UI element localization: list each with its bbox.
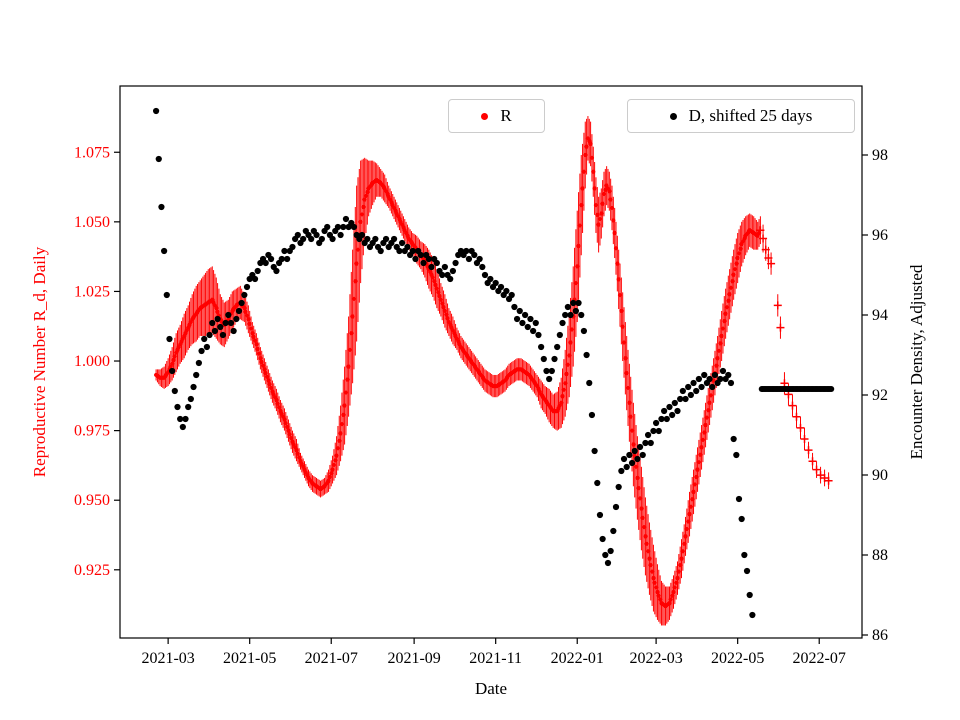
legend-box-r: R xyxy=(448,99,545,133)
svg-text:86: 86 xyxy=(872,627,888,644)
svg-text:2021-09: 2021-09 xyxy=(387,650,440,667)
svg-text:0.975: 0.975 xyxy=(74,423,110,440)
svg-text:1.000: 1.000 xyxy=(74,353,110,370)
svg-text:90: 90 xyxy=(872,467,888,484)
svg-text:94: 94 xyxy=(872,307,888,324)
svg-text:96: 96 xyxy=(872,227,888,244)
legend-marker-r-icon xyxy=(481,112,489,120)
svg-text:1.025: 1.025 xyxy=(74,283,110,300)
ylabel-left: Reproductive Number R_d, Daily xyxy=(30,246,49,478)
legend-label-r: R xyxy=(500,106,512,125)
ylabel-right: Encounter Density, Adjusted xyxy=(907,264,926,460)
legend-box-d: D, shifted 25 days xyxy=(627,99,855,133)
svg-text:98: 98 xyxy=(872,147,888,164)
svg-text:92: 92 xyxy=(872,387,888,404)
svg-text:2022-07: 2022-07 xyxy=(793,650,846,667)
series-d-shifted xyxy=(152,107,835,619)
svg-text:2021-11: 2021-11 xyxy=(469,650,522,667)
svg-text:88: 88 xyxy=(872,547,888,564)
svg-text:2021-03: 2021-03 xyxy=(141,650,194,667)
svg-text:1.075: 1.075 xyxy=(74,144,110,161)
axes: 0.925 0.950 0.975 1.000 1.025 1.050 1.075 86 88 9… xyxy=(74,85,888,667)
svg-text:2022-03: 2022-03 xyxy=(629,650,682,667)
svg-text:2022-05: 2022-05 xyxy=(711,650,764,667)
svg-text:2021-05: 2021-05 xyxy=(223,650,276,667)
legend-marker-d-icon xyxy=(669,112,677,120)
svg-text:0.925: 0.925 xyxy=(74,562,110,579)
svg-text:1.050: 1.050 xyxy=(74,214,110,231)
svg-text:0.950: 0.950 xyxy=(74,492,110,509)
svg-text:2021-07: 2021-07 xyxy=(305,650,358,667)
xlabel: Date xyxy=(474,679,508,698)
legend-label-d: D, shifted 25 days xyxy=(688,106,813,125)
svg-text:2022-01: 2022-01 xyxy=(551,650,604,667)
series-r xyxy=(153,116,833,626)
